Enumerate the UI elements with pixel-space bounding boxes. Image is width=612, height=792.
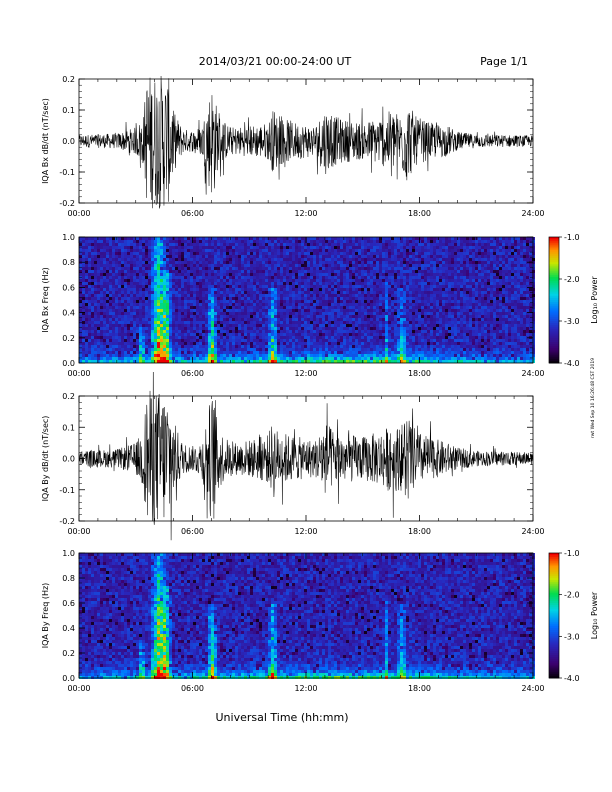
panel-3-colorbar: -4.0 -3.0 -2.0 -1.0 Log₁₀ Power (548, 549, 599, 683)
y-tick-label: 0.2 (62, 334, 75, 343)
x-tick-label: 24:00 (521, 369, 544, 378)
panel-by-spectrogram: 00:00 06:00 12:00 18:00 24:00 0.0 0.2 0.4 0.6 0.8… (41, 549, 599, 693)
y-tick-label: 0.1 (62, 106, 75, 115)
panel-0-waveform-line (78, 75, 534, 209)
panel-bx-spectrogram: 00:00 06:00 12:00 18:00 24:00 0.0 0.2 0.4 0.6 0.8… (41, 233, 599, 378)
y-tick-label: 1.0 (62, 549, 75, 558)
y-tick-label: 0.2 (62, 75, 75, 84)
x-tick-label: 06:00 (181, 369, 204, 378)
page-number: Page 1/1 (480, 55, 528, 68)
colorbar-tick-label: -4.0 (564, 674, 580, 683)
x-tick-label: 12:00 (294, 369, 317, 378)
colorbar-tick-label: -4.0 (564, 359, 580, 368)
x-tick-label: 06:00 (181, 209, 204, 218)
colorbar-tick-label: -1.0 (564, 233, 580, 242)
colorbar-tick-label: -3.0 (564, 632, 580, 641)
x-tick-label: 00:00 (67, 527, 90, 536)
x-tick-label: 12:00 (294, 527, 317, 536)
panel-1-colorbar-label: Log₁₀ Power (590, 276, 599, 324)
panel-2-ylabel: IQA By dB/dt (nT/sec) (41, 416, 50, 502)
y-tick-label: 0.0 (62, 455, 75, 464)
panel-0-ylabel: IQA Bx dB/dt (nT/sec) (41, 98, 50, 184)
y-tick-label: 0.4 (62, 624, 75, 633)
x-tick-label: 24:00 (521, 527, 544, 536)
panel-3-colorbar-label: Log₁₀ Power (590, 591, 599, 639)
colorbar-tick-label: -2.0 (564, 275, 580, 284)
y-tick-label: 1.0 (62, 233, 75, 242)
x-tick-label: 06:00 (181, 527, 204, 536)
x-tick-label: 24:00 (521, 209, 544, 218)
y-tick-label: 0.4 (62, 309, 75, 318)
x-tick-label: 06:00 (181, 684, 204, 693)
x-tick-label: 00:00 (67, 369, 90, 378)
y-tick-label: 0.1 (62, 423, 75, 432)
x-axis-title: Universal Time (hh:mm) (216, 711, 349, 724)
panel-1-ylabel: IQA Bx Freq (Hz) (41, 267, 50, 333)
figure-title: 2014/03/21 00:00-24:00 UT (199, 55, 352, 68)
y-tick-label: 0.6 (62, 599, 75, 608)
x-tick-label: 00:00 (67, 209, 90, 218)
y-tick-label: -0.2 (59, 199, 75, 208)
y-tick-label: 0.2 (62, 392, 75, 401)
y-tick-label: -0.2 (59, 517, 75, 526)
panel-2-waveform-line (78, 372, 534, 541)
x-tick-label: 24:00 (521, 684, 544, 693)
x-tick-label: 12:00 (294, 684, 317, 693)
colorbar-tick-label: -3.0 (564, 317, 580, 326)
x-tick-label: 18:00 (408, 369, 431, 378)
panels: 00:00 06:00 12:00 18:00 24:00 -0.2 -0.1 0.0 0.1 0… (41, 75, 599, 693)
y-tick-label: 0.6 (62, 283, 75, 292)
panel-3-ylabel: IQA By Freq (Hz) (41, 583, 50, 649)
panel-by-waveform: 00:00 06:00 12:00 18:00 24:00 -0.2 -0.1 0.0 0.1 0… (41, 372, 545, 541)
y-tick-label: 0.0 (62, 137, 75, 146)
y-tick-label: 0.8 (62, 574, 75, 583)
x-tick-label: 12:00 (294, 209, 317, 218)
colorbar-tick-label: -2.0 (564, 591, 580, 600)
y-tick-label: -0.1 (59, 168, 75, 177)
y-tick-label: 0.8 (62, 258, 75, 267)
panel-3-spectrogram-image (79, 553, 535, 679)
y-tick-label: 0.0 (62, 674, 75, 683)
x-tick-label: 18:00 (408, 209, 431, 218)
colorbar-tick-label: -1.0 (564, 549, 580, 558)
x-tick-label: 18:00 (408, 527, 431, 536)
x-tick-label: 18:00 (408, 684, 431, 693)
y-tick-label: -0.1 (59, 486, 75, 495)
x-tick-label: 00:00 (67, 684, 90, 693)
y-tick-label: 0.0 (62, 359, 75, 368)
panel-1-colorbar: -4.0 -3.0 -2.0 -1.0 Log₁₀ Power (548, 233, 599, 368)
panel-1-spectrogram-image (79, 237, 535, 363)
y-tick-label: 0.2 (62, 649, 75, 658)
side-stamp: rwt Wed Sep 10 16:26:48 CST 2019 (590, 358, 596, 438)
panel-bx-waveform: 00:00 06:00 12:00 18:00 24:00 -0.2 -0.1 0.0 0.1 0… (41, 75, 545, 218)
